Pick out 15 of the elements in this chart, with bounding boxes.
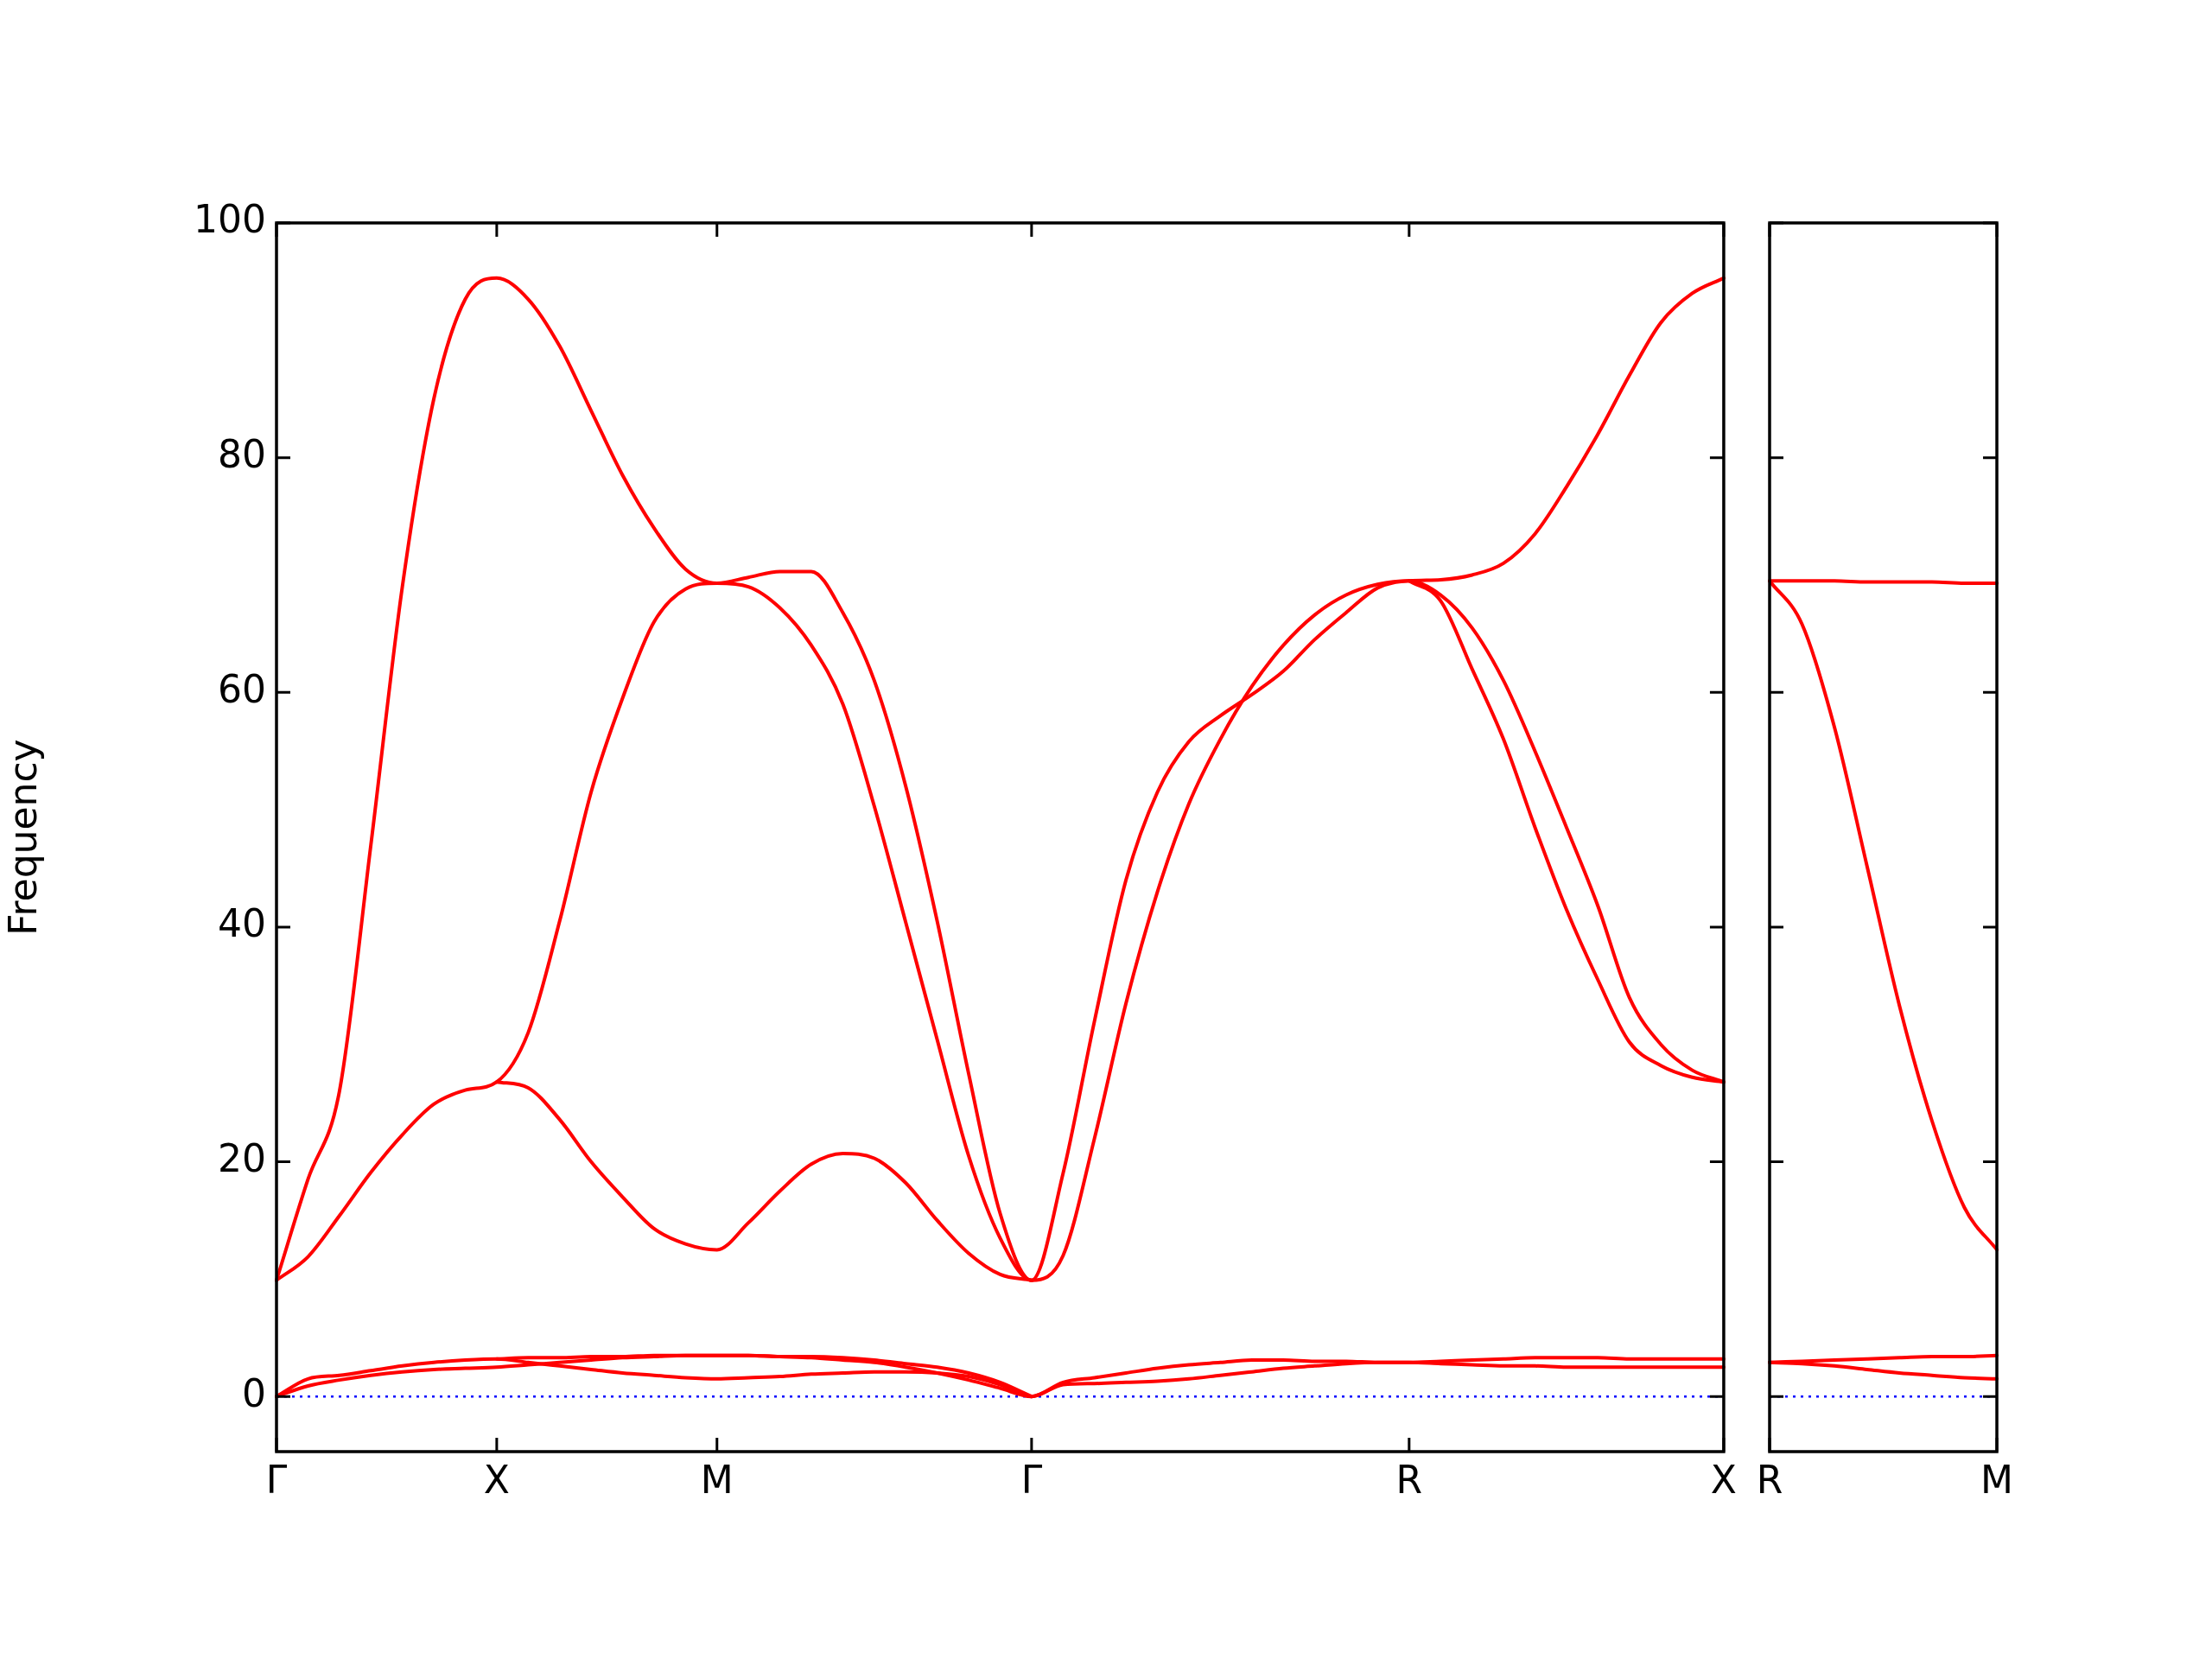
y-tick-label: 60 (218, 666, 266, 711)
y-tick-label: 20 (218, 1135, 266, 1180)
y-tick-label: 0 (242, 1370, 266, 1415)
y-tick-label: 80 (218, 432, 266, 477)
x-tick-label: X (1710, 1457, 1738, 1502)
x-tick-label: M (1980, 1457, 2013, 1502)
x-tick-label: R (1395, 1457, 1423, 1502)
y-tick-label: 40 (218, 901, 266, 946)
x-tick-label: X (483, 1457, 510, 1502)
x-tick-label: Γ (265, 1457, 288, 1502)
x-tick-label: R (1756, 1457, 1783, 1502)
y-axis-title: Frequency (0, 739, 45, 936)
x-tick-label: M (700, 1457, 734, 1502)
y-tick-label: 100 (194, 197, 266, 242)
x-tick-label: Γ (1020, 1457, 1043, 1502)
